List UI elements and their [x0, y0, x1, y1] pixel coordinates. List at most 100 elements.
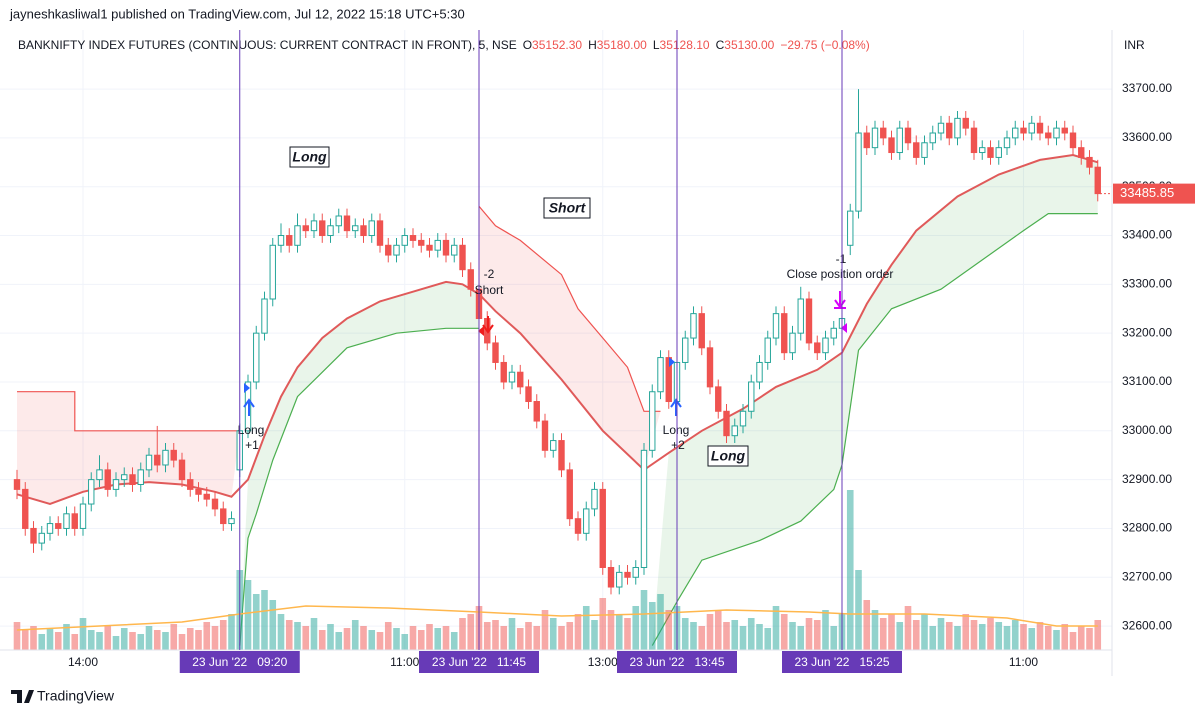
volume-bar — [582, 606, 590, 650]
volume-bar — [962, 614, 970, 650]
candle-body — [170, 449, 177, 461]
y-tick-label: 33300.00 — [1122, 277, 1172, 291]
volume-ma — [16, 605, 1098, 631]
candle-body — [781, 313, 788, 354]
volume-bar — [384, 622, 392, 650]
candle-body — [360, 225, 367, 237]
candle-body — [467, 269, 474, 290]
signal-label: Long — [238, 423, 265, 437]
volume-bar — [327, 624, 334, 650]
volume-bar — [13, 622, 21, 650]
volume-bar — [120, 628, 128, 650]
volume-bar — [904, 606, 912, 650]
volume-bar — [912, 620, 920, 650]
candle-body — [550, 440, 557, 451]
entry-flag — [244, 383, 250, 393]
volume-bar — [690, 622, 697, 650]
marker-label: 23 Jun '22 15:25 — [794, 655, 889, 669]
volume-bar — [71, 634, 79, 650]
volume-bar — [87, 630, 95, 650]
volume-bar — [63, 624, 70, 650]
candle-body — [558, 440, 565, 471]
volume-bar — [516, 628, 524, 650]
y-tick-label: 33100.00 — [1122, 374, 1172, 388]
volume-bar — [1044, 626, 1052, 650]
volume-bar — [492, 620, 499, 650]
volume-bar — [195, 630, 202, 650]
candle-body — [385, 244, 392, 256]
volume-bar — [137, 634, 145, 650]
y-tick-label: 32800.00 — [1122, 521, 1172, 535]
band-line — [478, 205, 661, 412]
band-line — [239, 327, 479, 646]
volume-bar — [747, 618, 755, 650]
candle-body — [739, 410, 747, 427]
candle-body — [888, 137, 895, 154]
volume-bar — [599, 598, 607, 650]
volume-bar — [211, 626, 219, 650]
volume-bar — [533, 626, 541, 650]
marker-label-bg — [179, 651, 300, 673]
volume-bar — [830, 626, 838, 650]
volume-bar — [244, 580, 252, 650]
volume-bar — [351, 620, 359, 650]
volume-bar — [38, 634, 46, 650]
y-tick-label: 33600.00 — [1122, 130, 1172, 144]
candle-body — [79, 503, 87, 529]
candle-body — [1045, 132, 1052, 139]
legend-value: 35128.10 — [660, 38, 710, 52]
candle-body — [178, 459, 186, 481]
volume-bar — [995, 622, 1003, 650]
candle-body — [376, 220, 384, 246]
band-fill — [652, 154, 1098, 646]
volume-bar — [269, 600, 277, 650]
candle-body — [1069, 132, 1077, 149]
candle-body — [1061, 127, 1068, 134]
candle-body — [55, 523, 62, 529]
volume-bar — [1094, 620, 1102, 650]
candle-body — [541, 420, 549, 451]
volume-bar — [648, 602, 656, 650]
candle-body — [145, 454, 153, 471]
band-fill — [239, 281, 479, 646]
box-label: Long — [711, 448, 746, 464]
volume-bar — [970, 620, 978, 650]
candle-body — [665, 357, 672, 403]
legend-change: −29.75 (−0.08%) — [780, 38, 869, 52]
volume-bar — [739, 626, 747, 650]
short-arrow — [482, 316, 494, 334]
box — [289, 146, 330, 168]
volume-bar — [888, 614, 895, 650]
volume-bar — [723, 622, 730, 650]
volume-bar — [112, 636, 120, 650]
plot-area — [0, 30, 1112, 650]
volume-bar — [756, 624, 763, 650]
legend-value: 35130.00 — [724, 38, 774, 52]
volume-bar — [929, 626, 937, 650]
volume-bar — [681, 618, 689, 650]
candle-body — [706, 347, 714, 388]
volume-bar — [937, 618, 945, 650]
candle-body — [970, 127, 978, 154]
candle-body — [508, 371, 516, 383]
candle-body — [137, 469, 144, 486]
candle-body — [946, 122, 953, 139]
marker-label: 23 Jun '22 13:45 — [629, 655, 724, 669]
candle-body — [624, 571, 631, 578]
volume-bar — [294, 622, 301, 650]
volume-bar — [360, 626, 367, 650]
band-line — [651, 213, 1098, 646]
signal-label: Close position order — [787, 267, 894, 281]
candle-body — [1094, 166, 1101, 195]
candle-body — [929, 132, 936, 144]
candle-body — [525, 386, 532, 403]
volume-bar — [607, 610, 615, 650]
candle-body — [63, 513, 70, 529]
candle-body — [517, 371, 524, 388]
last-price-label: 33485.85 — [1120, 185, 1174, 200]
volume-bar — [1061, 624, 1069, 650]
candle-body — [451, 244, 458, 256]
volume-bar — [442, 626, 450, 650]
candle-body — [1053, 127, 1060, 139]
volume-bar — [277, 614, 285, 650]
